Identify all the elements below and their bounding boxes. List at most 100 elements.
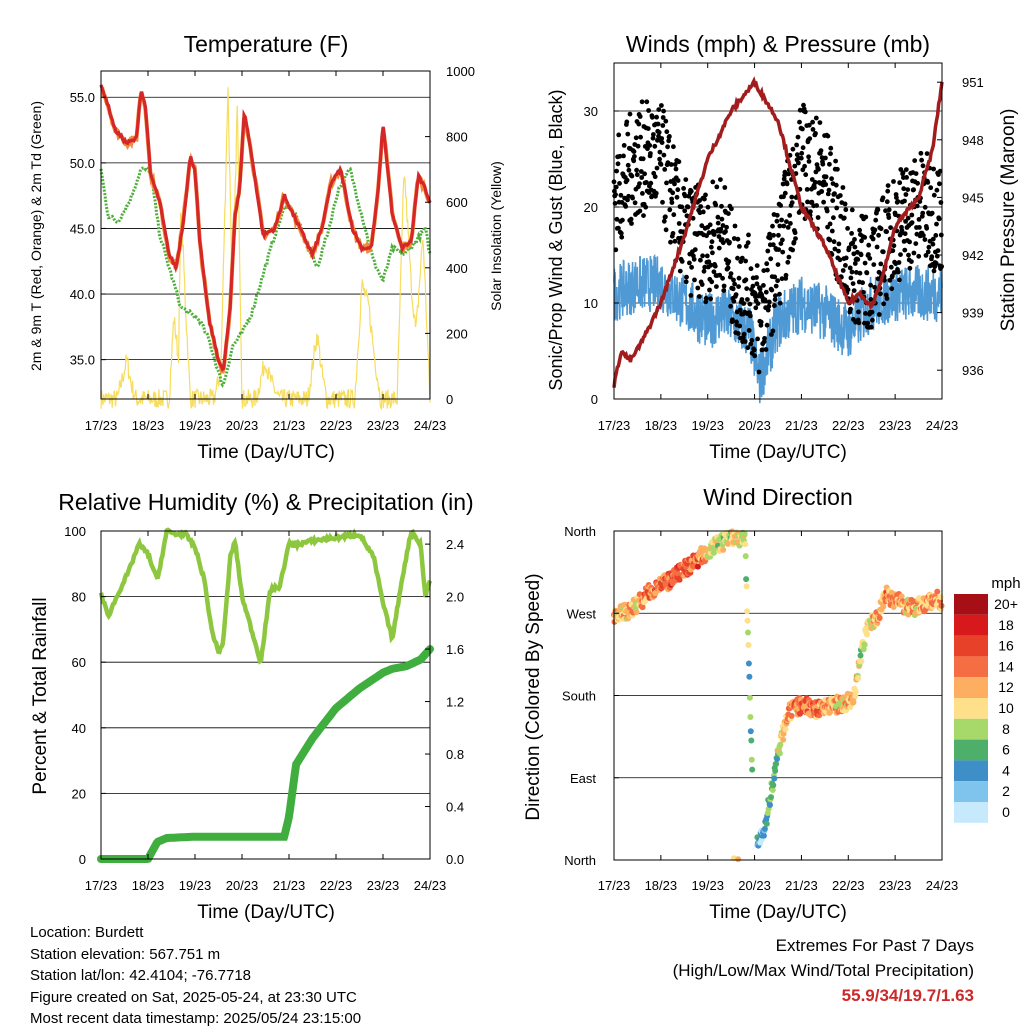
gust-point xyxy=(639,175,645,180)
gust-point xyxy=(755,336,760,342)
direction-points xyxy=(611,528,945,863)
gust-point xyxy=(800,126,805,132)
x-tick-label: 22/23 xyxy=(320,418,353,433)
temperature-title: Temperature (F) xyxy=(184,31,349,57)
gust-point xyxy=(807,136,813,142)
gust-point xyxy=(717,272,723,278)
gust-point xyxy=(632,200,638,206)
y2-tick-label: 0.0 xyxy=(446,852,464,867)
gust-point xyxy=(751,347,757,353)
gust-point xyxy=(659,103,664,108)
gust-point xyxy=(654,114,659,120)
gust-point xyxy=(780,181,786,187)
gust-point xyxy=(629,173,635,179)
gust-point xyxy=(856,320,862,326)
legend-label: 10 xyxy=(998,700,1014,716)
y2-tick-label: 1000 xyxy=(446,64,475,79)
gust-point xyxy=(776,247,782,253)
gust-point xyxy=(737,323,743,329)
y-tick-label: 60 xyxy=(72,655,86,670)
gust-point xyxy=(825,133,831,139)
gust-point xyxy=(696,294,702,299)
gust-point xyxy=(721,288,727,293)
legend-label: 6 xyxy=(1002,742,1010,758)
gust-point xyxy=(869,309,875,315)
gust-point xyxy=(840,268,846,273)
gust-point xyxy=(929,210,935,216)
gust-point xyxy=(667,134,672,139)
gust-point xyxy=(617,153,623,159)
gust-point xyxy=(714,184,720,190)
x-tick-label: 23/23 xyxy=(879,878,912,893)
gust-point xyxy=(870,317,875,323)
winds-plot-frame xyxy=(613,62,943,400)
gust-point xyxy=(634,167,639,173)
gust-point xyxy=(915,180,920,186)
gust-point xyxy=(938,232,944,238)
direction-point xyxy=(858,658,865,665)
gust-point xyxy=(868,297,874,302)
y2-tick-label: 1.2 xyxy=(446,695,464,710)
y-tick-label: North xyxy=(564,524,596,539)
gust-point xyxy=(621,143,627,148)
gust-point xyxy=(703,299,709,305)
direction-point xyxy=(827,709,833,715)
gust-point xyxy=(633,135,639,141)
y2-tick-label: 945 xyxy=(962,190,984,205)
gust-point xyxy=(659,140,665,146)
gust-point xyxy=(776,232,781,238)
gust-point xyxy=(735,255,740,261)
gust-point xyxy=(708,262,714,268)
gust-point xyxy=(850,281,856,286)
gust-point xyxy=(703,295,709,301)
gust-point xyxy=(774,212,780,218)
gust-point xyxy=(715,220,721,226)
y-tick-label: 20 xyxy=(72,786,86,801)
gust-point xyxy=(754,263,760,268)
gust-point xyxy=(931,192,937,198)
gust-point xyxy=(772,297,778,302)
gust-point xyxy=(707,287,712,293)
gust-point xyxy=(849,207,855,213)
gust-point xyxy=(727,239,732,245)
gust-point xyxy=(767,231,772,237)
gust-point xyxy=(859,238,864,244)
gust-point xyxy=(895,199,901,204)
winds-right-axis-label: Station Pressure (Maroon) xyxy=(998,109,1019,332)
gust-point xyxy=(746,232,751,238)
gust-point xyxy=(765,267,770,273)
humidity-x-axis-label: Time (Day/UTC) xyxy=(197,902,335,923)
gust-point xyxy=(812,179,818,185)
x-tick-label: 24/23 xyxy=(926,418,959,433)
gust-point xyxy=(806,122,812,128)
x-tick-label: 24/23 xyxy=(926,878,959,893)
gust-point xyxy=(931,268,937,274)
gust-point xyxy=(896,260,902,265)
gust-point xyxy=(724,224,729,230)
gust-point xyxy=(889,286,895,292)
gust-point xyxy=(702,196,707,202)
gust-point xyxy=(684,274,689,280)
gust-point xyxy=(851,251,857,257)
legend-swatch xyxy=(954,677,988,698)
gust-point xyxy=(733,292,739,297)
gust-point xyxy=(810,126,816,132)
gust-point xyxy=(726,259,732,264)
gust-point xyxy=(834,205,840,211)
gust-point xyxy=(837,257,843,263)
gust-point xyxy=(870,236,876,242)
gust-point xyxy=(920,163,926,169)
gust-point xyxy=(885,188,891,194)
direction-gridlines xyxy=(614,612,942,779)
speed-legend-title: mph xyxy=(991,575,1020,592)
gust-point xyxy=(891,270,897,275)
y2-tick-label: 2.0 xyxy=(446,590,464,605)
gust-point xyxy=(710,179,716,185)
gust-point xyxy=(808,209,813,215)
gust-point xyxy=(711,232,717,237)
gust-point xyxy=(735,331,741,336)
gust-point xyxy=(793,236,798,242)
gust-point xyxy=(890,248,896,254)
direction-point xyxy=(777,741,784,748)
gust-point xyxy=(688,188,694,194)
